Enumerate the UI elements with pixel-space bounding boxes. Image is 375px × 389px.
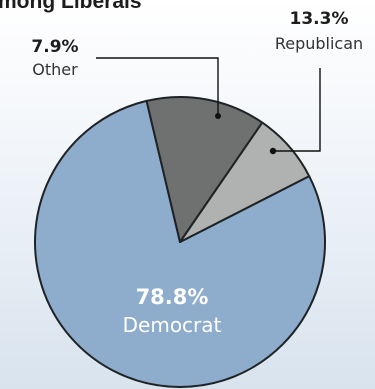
pie-slice-democrat xyxy=(34,99,326,388)
other-category-label: Other xyxy=(32,60,78,79)
pie-slices xyxy=(34,96,326,388)
democrat-percent-label: 78.8% xyxy=(136,285,209,309)
other-leader-line xyxy=(96,57,219,116)
pie-slice-other xyxy=(179,121,311,243)
republican-leader-line xyxy=(273,68,321,152)
democrat-category-label: Democrat xyxy=(123,313,222,337)
other-percent-label: 7.9% xyxy=(31,37,78,57)
other-leader-dot xyxy=(215,113,221,119)
pie-slice-republican xyxy=(145,96,264,243)
republican-leader-dot xyxy=(269,147,277,155)
republican-category-label: Republican xyxy=(275,34,363,53)
chart-title: mong Liberals xyxy=(0,0,142,13)
republican-percent-label: 13.3% xyxy=(290,9,349,29)
